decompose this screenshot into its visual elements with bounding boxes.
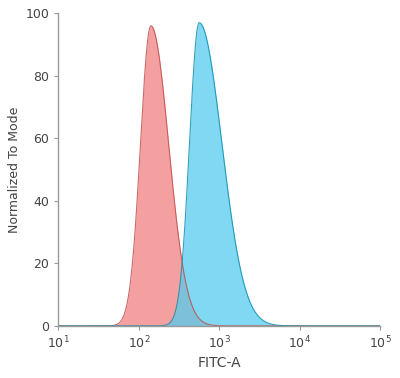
X-axis label: FITC-A: FITC-A <box>198 356 241 370</box>
Y-axis label: Normalized To Mode: Normalized To Mode <box>8 107 21 233</box>
